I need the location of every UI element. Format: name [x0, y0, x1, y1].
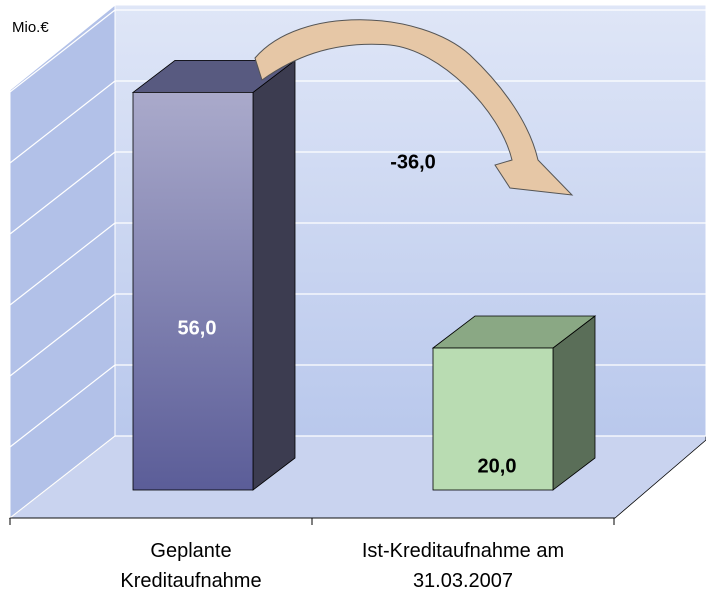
grid-line	[9, 80, 706, 164]
y-axis-label: Mio.€	[12, 19, 49, 36]
x-tick-label: Ist-Kreditaufnahme am 31.03.2007	[361, 540, 565, 592]
bars: 56,0 20,0	[131, 59, 597, 491]
grid-line	[9, 293, 706, 377]
value-label: 20,0	[478, 455, 517, 477]
arrow	[254, 19, 574, 196]
bar-front	[432, 347, 554, 491]
grid-line	[9, 151, 706, 235]
grid-line	[9, 222, 706, 306]
value-label: 56,0	[178, 317, 217, 339]
floor	[8, 435, 706, 519]
grid-line	[9, 9, 706, 93]
bar-side	[252, 59, 296, 491]
bar	[431, 315, 597, 491]
annotation: -36,0	[390, 151, 436, 173]
bar-front	[132, 92, 254, 491]
side-wall	[9, 3, 116, 520]
x-tick-label: Geplante Kreditaufnahme	[120, 540, 262, 592]
bar	[131, 59, 297, 491]
